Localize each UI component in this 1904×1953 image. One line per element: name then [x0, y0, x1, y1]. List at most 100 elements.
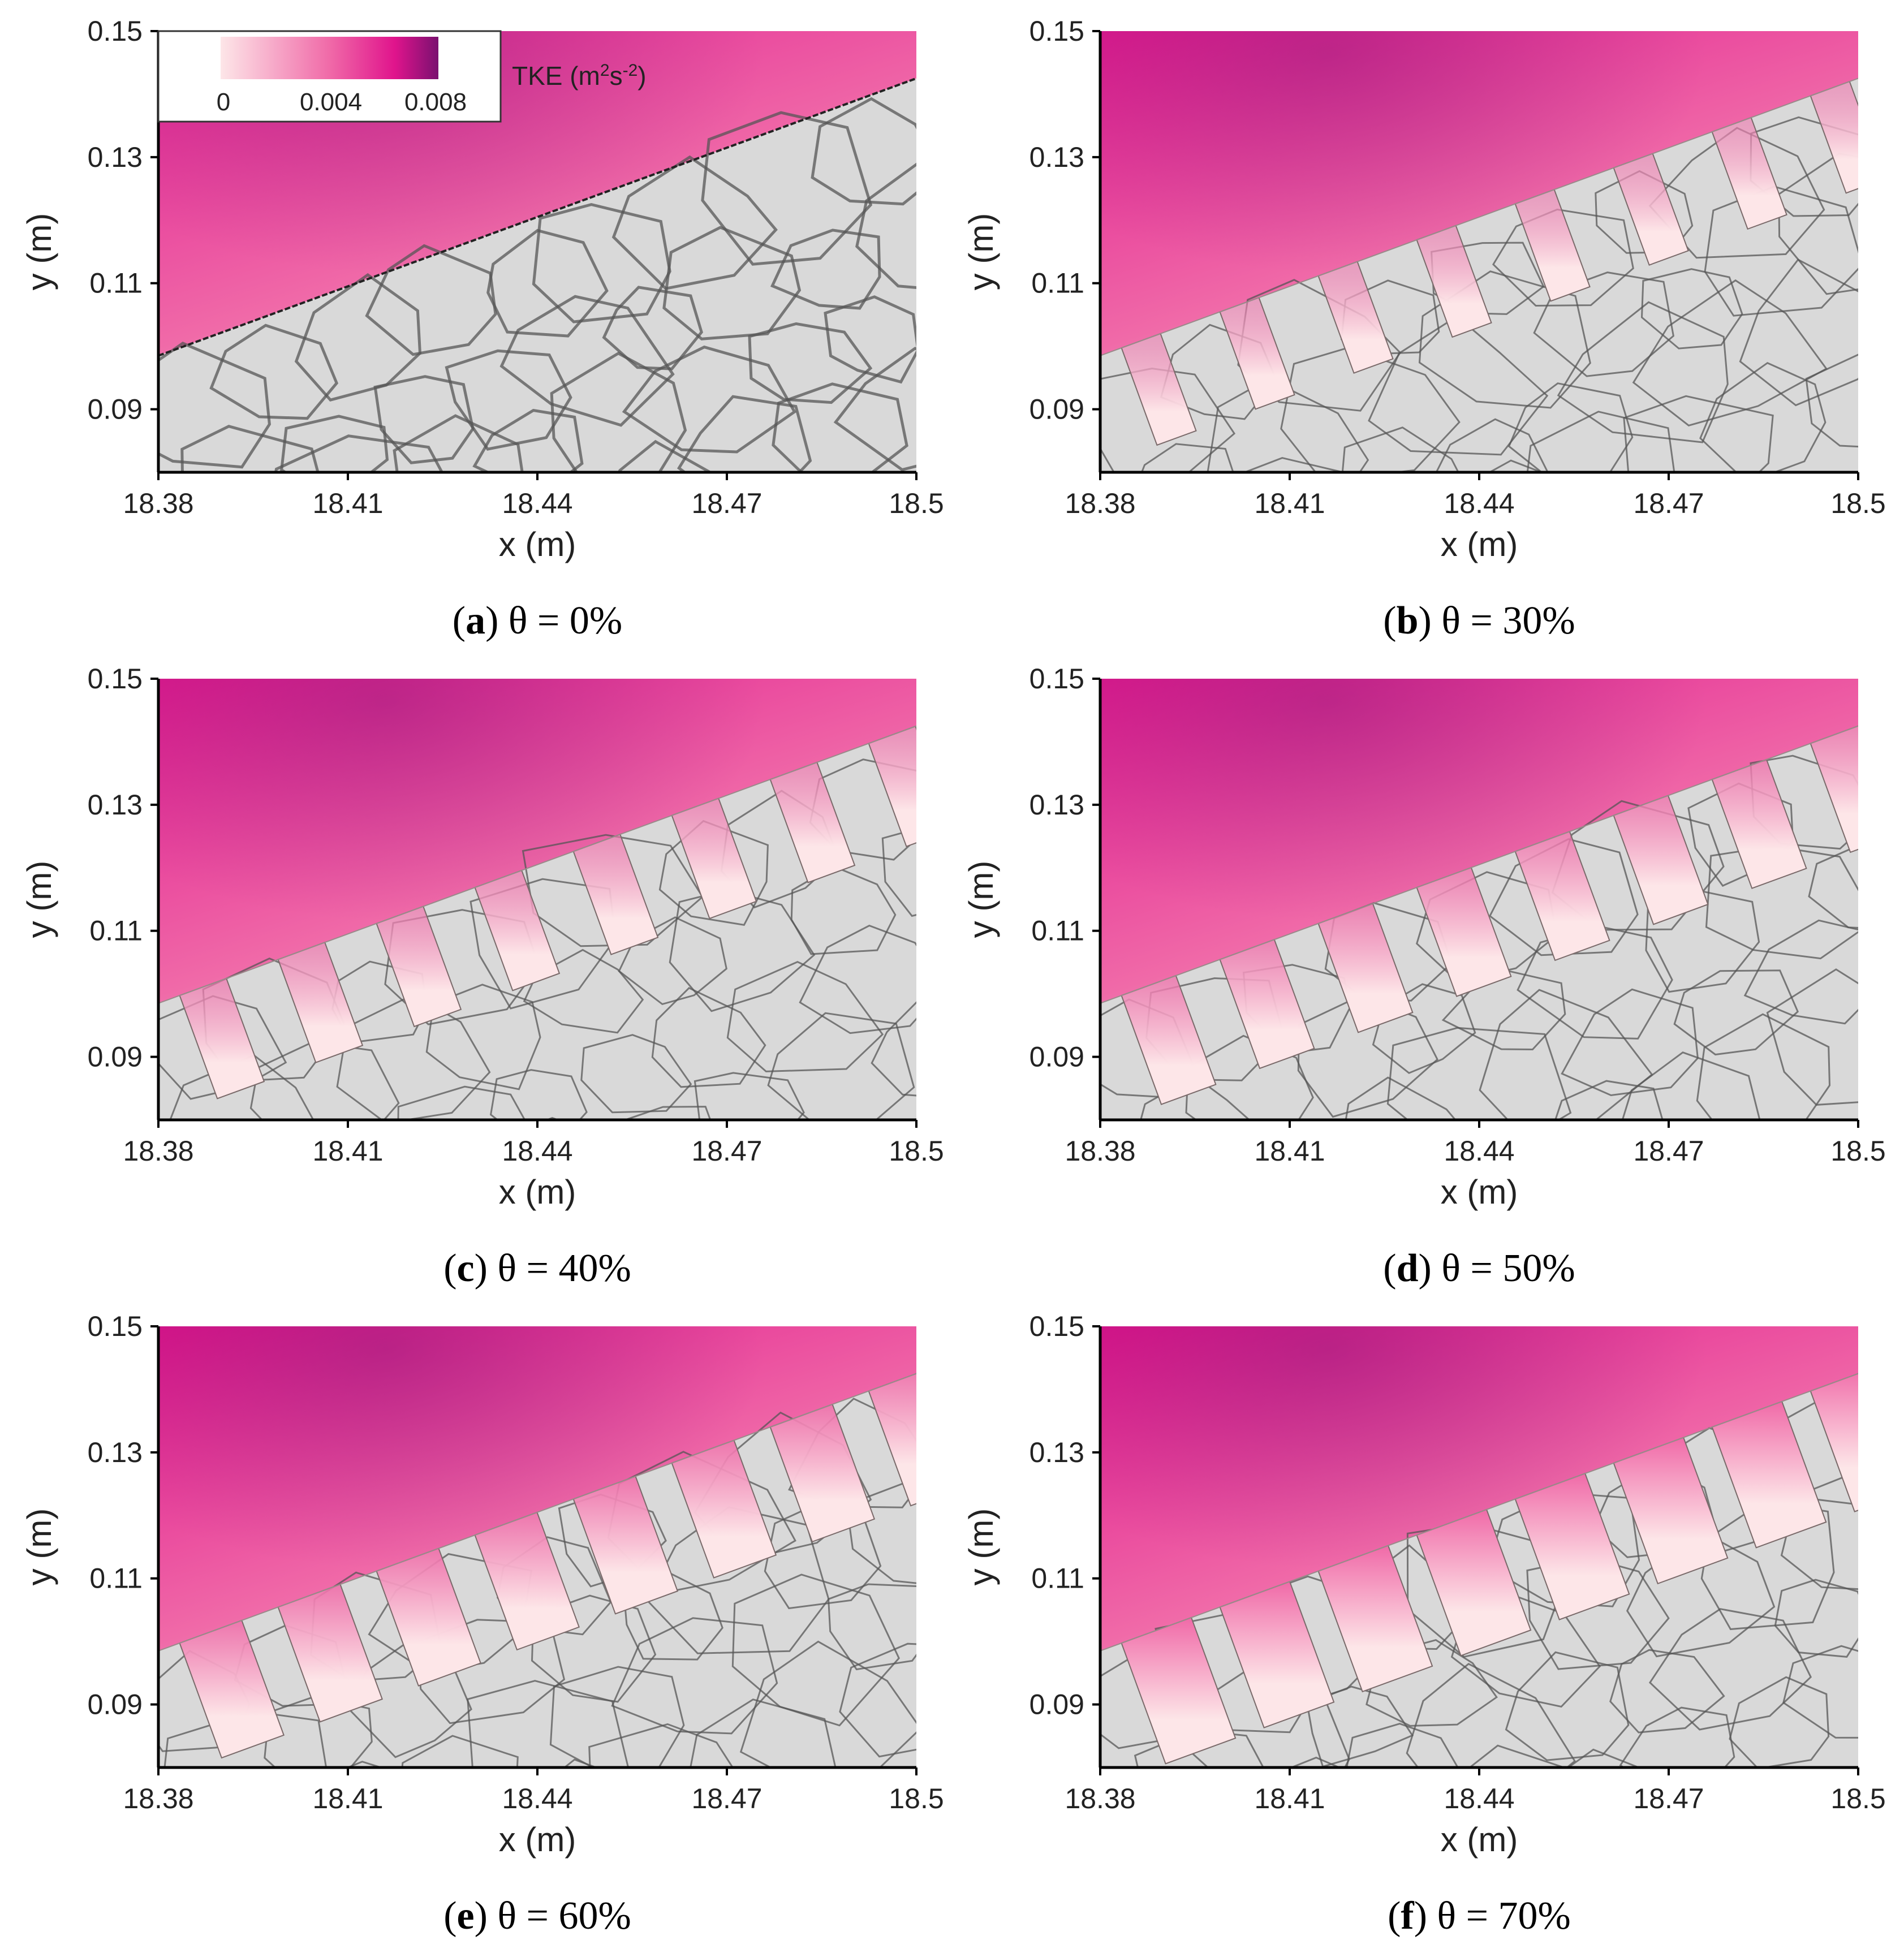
- bed-surface: [1100, 77, 1858, 356]
- x-tick-label: 18.44: [1444, 1783, 1514, 1814]
- x-tick-label: 18.5: [1830, 1783, 1885, 1814]
- y-tick-label: 0.13: [1029, 141, 1084, 173]
- y-axis-label: y (m): [20, 213, 58, 291]
- panel-caption: (e) θ = 60%: [443, 1894, 631, 1938]
- y-tick-label: 0.09: [1029, 394, 1084, 425]
- y-tick-label: 0.15: [1029, 663, 1084, 695]
- caption-text: θ = 50%: [1441, 1247, 1575, 1290]
- cavities: [179, 725, 916, 1100]
- plot-area: [158, 679, 916, 1120]
- x-tick-label: 18.38: [123, 1135, 193, 1167]
- x-tick-label: 18.47: [1633, 488, 1704, 519]
- y-tick-label: 0.11: [1031, 915, 1084, 947]
- panel-e: 18.38 18.41 18.44 18.47 18.5 0.09 0.11 0.13 0.15…: [20, 1310, 944, 1938]
- caption-letter: f: [1401, 1894, 1414, 1938]
- y-tick-label: 0.11: [89, 268, 143, 299]
- x-axis-label: x (m): [499, 1821, 576, 1859]
- grain-boundaries: [158, 97, 916, 472]
- y-tick-label: 0.15: [88, 663, 143, 695]
- caption-text: θ = 30%: [1441, 599, 1575, 643]
- caption-text: θ = 70%: [1437, 1894, 1571, 1938]
- caption-letter: c: [457, 1247, 475, 1290]
- y-tick-label: 0.09: [88, 1689, 143, 1721]
- y-tick-label: 0.13: [88, 789, 143, 821]
- y-tick-label: 0.15: [88, 1310, 143, 1342]
- x-tick-label: 18.44: [502, 1135, 572, 1167]
- y-axis-label: y (m): [962, 861, 1000, 938]
- y-tick-label: 0.13: [88, 1437, 143, 1468]
- y-axis-label: y (m): [962, 1508, 1000, 1586]
- y-tick-label: 0.11: [89, 1563, 143, 1594]
- panel-caption: (d) θ = 50%: [1383, 1247, 1575, 1290]
- panel-d: 18.38 18.41 18.44 18.47 18.5 0.09 0.11 0.13 0.15…: [962, 663, 1886, 1290]
- x-axis-label: x (m): [499, 525, 576, 563]
- x-axis-label: x (m): [1441, 525, 1518, 563]
- y-axis-label: y (m): [20, 1508, 58, 1586]
- bed-surface: [158, 725, 916, 1004]
- y-tick-label: 0.11: [1031, 1563, 1084, 1594]
- x-axis-label: x (m): [499, 1173, 576, 1211]
- x-tick-label: 18.44: [502, 488, 572, 519]
- caption-text: θ = 60%: [497, 1894, 631, 1938]
- x-tick-label: 18.41: [312, 488, 383, 519]
- y-tick-label: 0.11: [89, 915, 143, 947]
- plot-area: [158, 31, 916, 472]
- panel-caption: (c) θ = 40%: [443, 1247, 631, 1290]
- x-tick-label: 18.47: [691, 488, 762, 519]
- plot-area: [1100, 679, 1858, 1120]
- x-tick-label: 18.47: [1633, 1783, 1704, 1814]
- plot-area: [158, 1326, 916, 1767]
- y-tick-label: 0.15: [1029, 1310, 1084, 1342]
- x-tick-label: 18.47: [1633, 1135, 1704, 1167]
- panel-a: 18.38 18.41 18.44 18.47 18.5 0.09 0.11 0.13 0.15…: [20, 15, 944, 643]
- x-tick-label: 18.38: [1065, 488, 1135, 519]
- bed-surface: [158, 1373, 916, 1652]
- x-tick-label: 18.5: [889, 1135, 944, 1167]
- x-axis-label: x (m): [1441, 1173, 1518, 1211]
- panel-caption: (a) θ = 0%: [453, 599, 622, 643]
- y-tick-label: 0.09: [1029, 1689, 1084, 1721]
- panel-f: 18.38 18.41 18.44 18.47 18.5 0.09 0.11 0.13 0.15…: [962, 1310, 1886, 1938]
- x-tick-label: 18.5: [889, 1783, 944, 1814]
- y-tick-label: 0.13: [1029, 1437, 1084, 1468]
- x-axis-label: x (m): [1441, 1821, 1518, 1859]
- x-tick-label: 18.38: [123, 1783, 193, 1814]
- colorbar-tick-label: 0: [217, 88, 230, 116]
- y-tick-label: 0.09: [1029, 1041, 1084, 1073]
- caption-text: θ = 40%: [497, 1247, 631, 1290]
- colorbar-legend: 0 0.004 0.008 TKE (m2s-2): [157, 30, 647, 123]
- cavities: [1121, 80, 1858, 446]
- colorbar-title: TKE (m2s-2): [512, 61, 647, 91]
- plot-area: [1100, 1326, 1858, 1767]
- x-tick-label: 18.5: [1830, 1135, 1885, 1167]
- x-tick-label: 18.47: [691, 1783, 762, 1814]
- y-tick-label: 0.13: [1029, 789, 1084, 821]
- x-tick-label: 18.44: [1444, 488, 1514, 519]
- y-tick-label: 0.15: [1029, 15, 1084, 47]
- x-tick-label: 18.41: [1254, 488, 1325, 519]
- x-tick-label: 18.41: [312, 1783, 383, 1814]
- x-tick-label: 18.38: [1065, 1783, 1135, 1814]
- y-axis-label: y (m): [20, 861, 58, 938]
- bed-surface: [1100, 725, 1858, 1004]
- x-tick-label: 18.41: [1254, 1783, 1325, 1814]
- plot-area: [1100, 31, 1858, 472]
- y-tick-label: 0.09: [88, 1041, 143, 1073]
- x-tick-label: 18.38: [1065, 1135, 1135, 1167]
- caption-text: θ = 0%: [509, 599, 622, 643]
- x-tick-label: 18.41: [1254, 1135, 1325, 1167]
- porous-bed: [1100, 78, 1858, 472]
- x-tick-label: 18.38: [123, 488, 193, 519]
- colorbar-tick-label: 0.004: [300, 88, 362, 116]
- x-tick-label: 18.44: [502, 1783, 572, 1814]
- panel-caption: (f) θ = 70%: [1388, 1894, 1571, 1938]
- y-tick-label: 0.15: [88, 15, 143, 47]
- x-tick-label: 18.41: [312, 1135, 383, 1167]
- panel-b: 18.38 18.41 18.44 18.47 18.5 0.09 0.11 0.13 0.15…: [962, 15, 1886, 643]
- x-tick-label: 18.47: [691, 1135, 762, 1167]
- x-tick-label: 18.5: [1830, 488, 1885, 519]
- panel-caption: (b) θ = 30%: [1383, 599, 1575, 643]
- y-tick-label: 0.13: [88, 141, 143, 173]
- y-tick-label: 0.09: [88, 394, 143, 425]
